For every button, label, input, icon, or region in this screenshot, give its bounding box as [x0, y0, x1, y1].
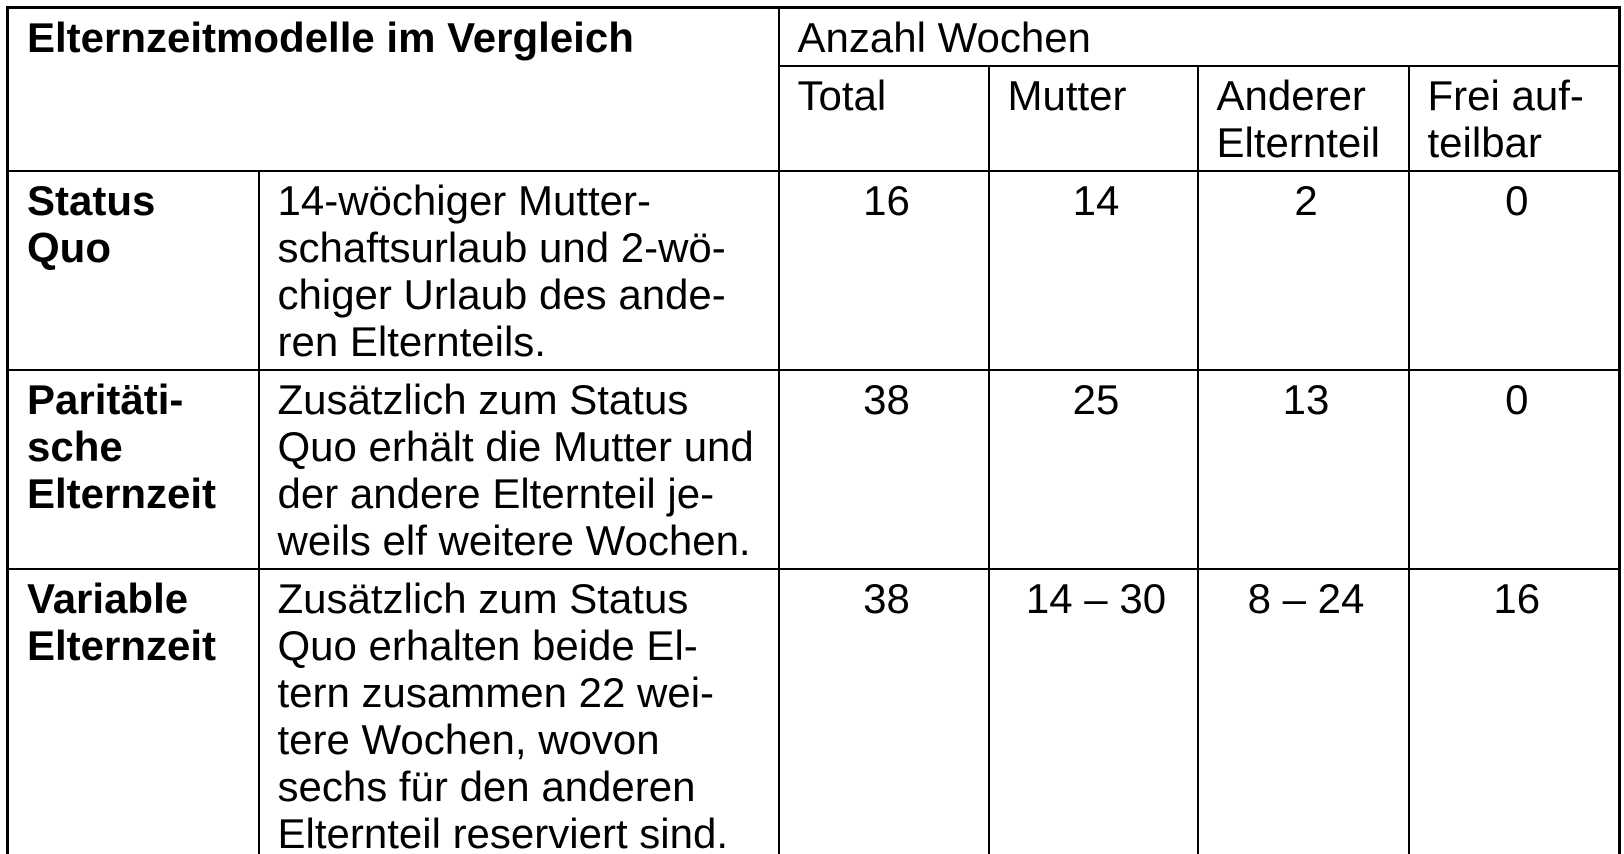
anderer-elternteil-value-cell: 13 [1196, 369, 1410, 570]
table-row-variable-elternzeit: Variable Elternzeit Zusätzlich zum Statu… [6, 568, 1621, 854]
col-header-total: Total [777, 65, 990, 172]
total-value-cell: 38 [777, 369, 990, 570]
parental-leave-comparison-table: Elternzeitmodelle im Vergleich Anzahl Wo… [6, 6, 1622, 854]
model-description-cell: Zusätzlich zum Status Quo erhält die Mut… [257, 369, 780, 570]
table-row-paritaetische-elternzeit: Paritäti- sche Elternzeit Zusätzlich zum… [6, 369, 1621, 570]
frei-aufteilbar-value-cell: 16 [1407, 568, 1621, 854]
total-value-cell: 38 [777, 568, 990, 854]
total-value-cell: 16 [777, 170, 990, 371]
col-header-frei-aufteilbar: Frei auf- teilbar [1407, 65, 1621, 172]
frei-aufteilbar-value-cell: 0 [1407, 170, 1621, 371]
model-description-cell: Zusätzlich zum Status Quo erhalten beide… [257, 568, 780, 854]
model-name-cell: Variable Elternzeit [6, 568, 260, 854]
mutter-value-cell: 14 [987, 170, 1199, 371]
anderer-elternteil-value-cell: 8 – 24 [1196, 568, 1410, 854]
model-name-cell: Paritäti- sche Elternzeit [6, 369, 260, 570]
model-description-cell: 14-wöchiger Mutter- schaftsurlaub und 2-… [257, 170, 780, 371]
frei-aufteilbar-value-cell: 0 [1407, 369, 1621, 570]
model-name-cell: Status Quo [6, 170, 260, 371]
mutter-value-cell: 14 – 30 [987, 568, 1199, 854]
table-title: Elternzeitmodelle im Vergleich [6, 6, 780, 172]
table-row-status-quo: Status Quo 14-wöchiger Mutter- schaftsur… [6, 170, 1621, 371]
anderer-elternteil-value-cell: 2 [1196, 170, 1410, 371]
col-header-anderer-elternteil: Anderer Elternteil [1196, 65, 1410, 172]
mutter-value-cell: 25 [987, 369, 1199, 570]
group-header-anzahl-wochen: Anzahl Wochen [777, 6, 1621, 67]
col-header-mutter: Mutter [987, 65, 1199, 172]
